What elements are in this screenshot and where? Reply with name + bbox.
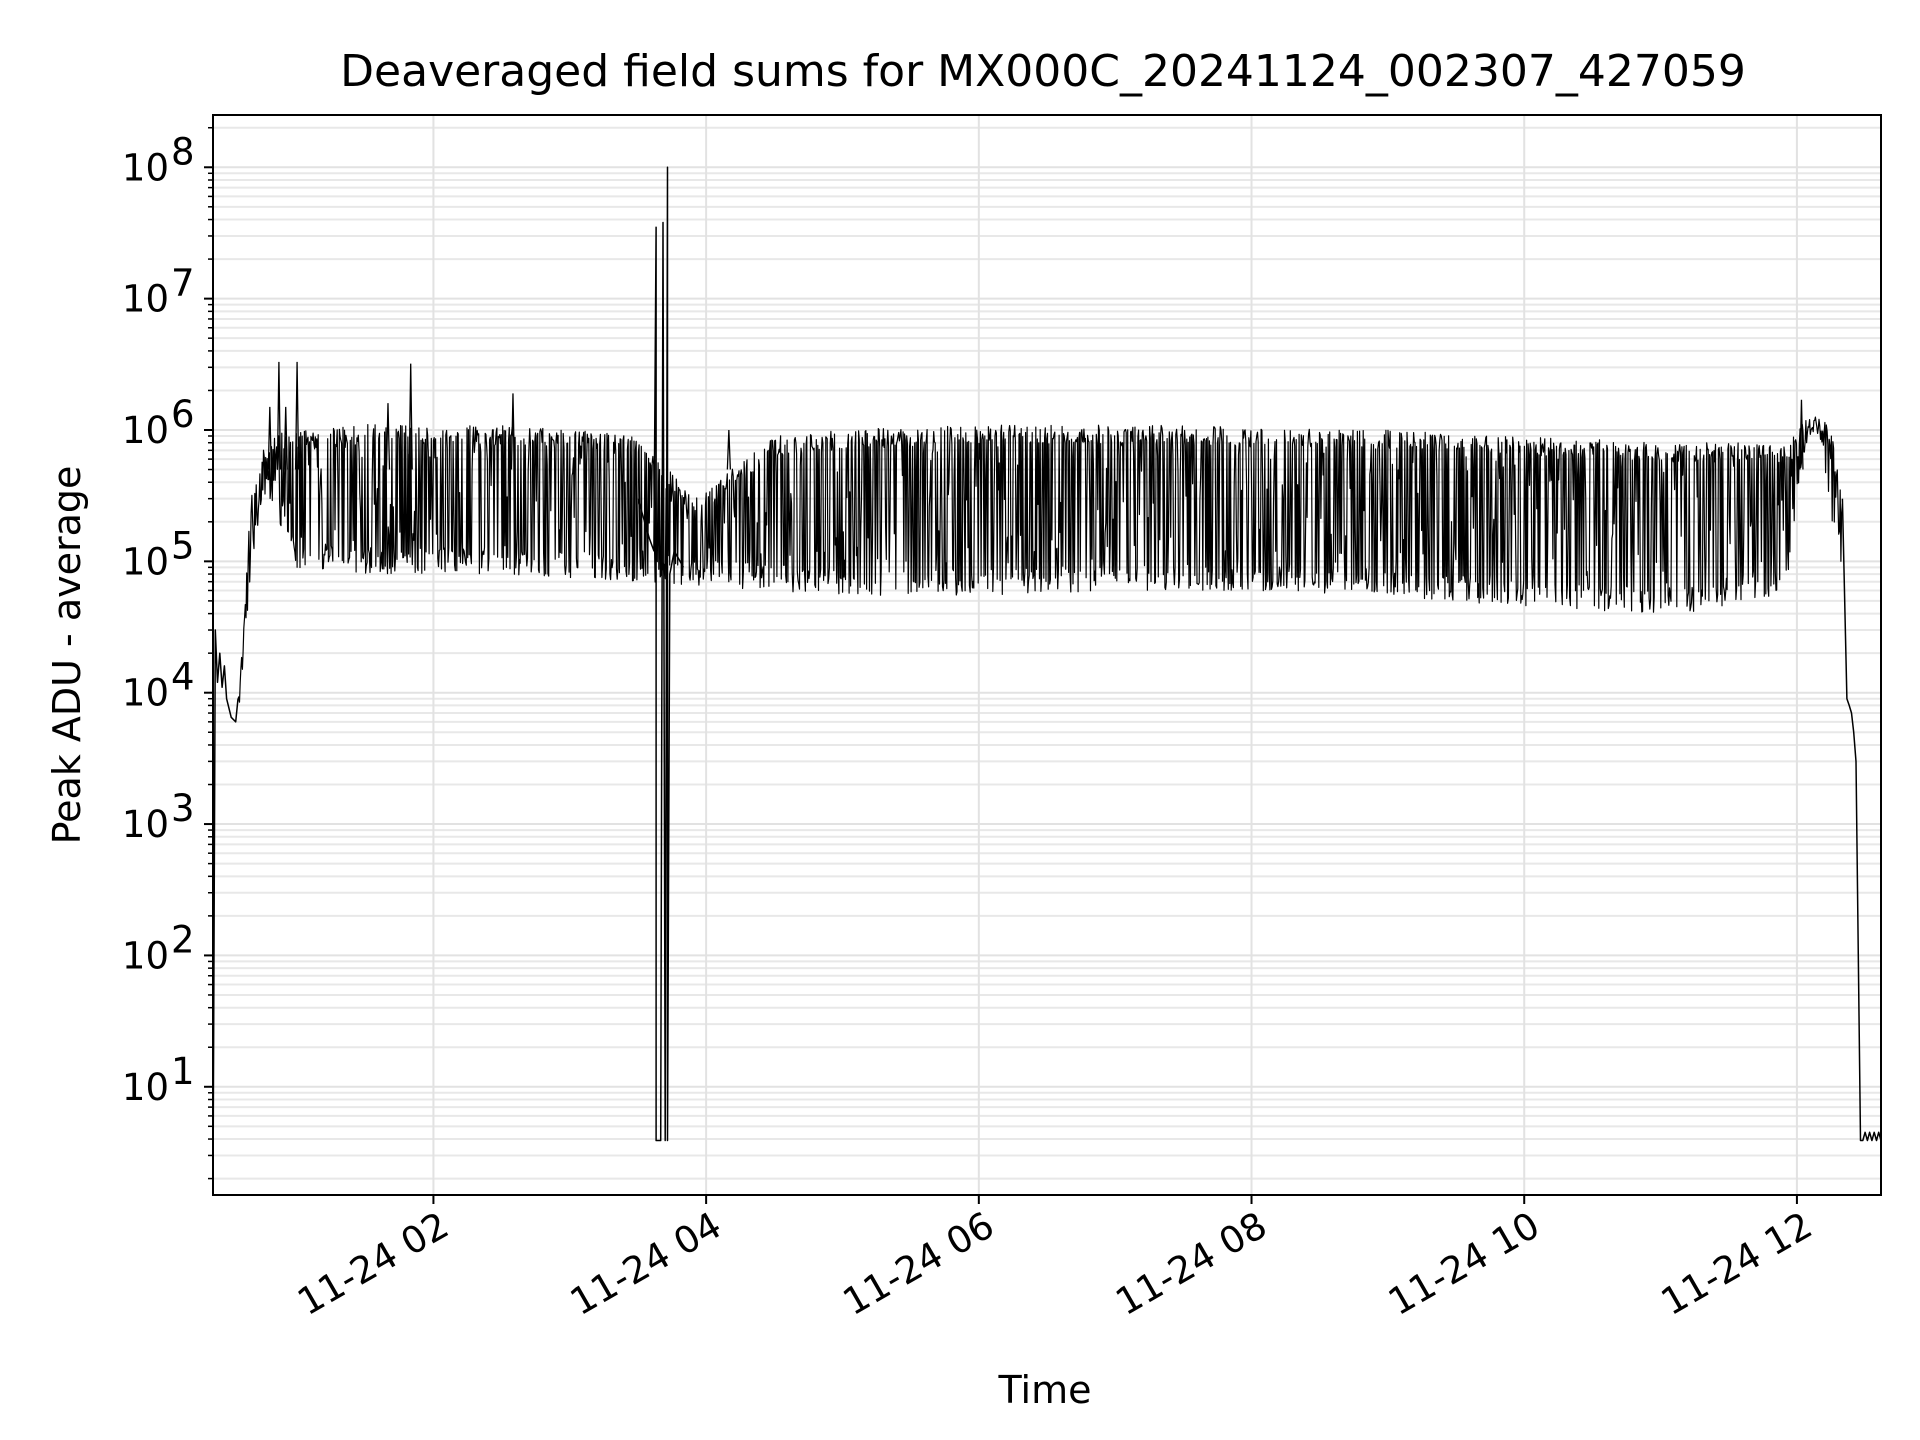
y-tick-label: 10 [122,672,169,715]
data-spike [267,406,272,470]
plot-frame [212,114,1882,1196]
y-tick-label-exponent: 5 [171,524,195,567]
data-spike [1799,399,1804,470]
y-tick-label: 10 [122,803,169,846]
y-tick-label-exponent: 1 [171,1050,195,1093]
data-spike [510,393,516,470]
data-line-segment [212,629,239,1196]
y-axis-label: Peak ADU - average [45,466,89,845]
y-tick-label-exponent: 7 [171,262,195,305]
y-tick-label-exponent: 2 [171,918,195,961]
data-line-envelope [237,416,1843,703]
data-line-segment [1841,498,1882,1142]
data-spike [726,429,732,470]
grid-major [213,115,1881,1195]
data-spike [294,361,300,470]
y-tick-label: 10 [122,146,169,189]
y-tick-label: 10 [122,409,169,452]
y-tick-label-exponent: 4 [171,656,195,699]
plot-area [213,115,1881,1195]
y-tick-label: 10 [122,934,169,977]
chart-title: Deaveraged field sums for MX000C_2024112… [340,46,1746,97]
data-spike [283,406,288,470]
data-line-segment [637,166,685,1142]
y-tick-label-exponent: 8 [171,130,195,173]
data-spike [385,403,391,470]
y-tick-label: 10 [122,540,169,583]
y-tick-label: 10 [122,1066,169,1109]
y-tick-label-exponent: 3 [171,787,195,830]
data-spike [408,363,413,470]
data-layer [212,166,1882,1196]
x-axis-label: Time [998,1368,1092,1412]
data-spike [276,361,282,470]
y-tick-label: 10 [122,278,169,321]
y-tick-label-exponent: 6 [171,393,195,436]
